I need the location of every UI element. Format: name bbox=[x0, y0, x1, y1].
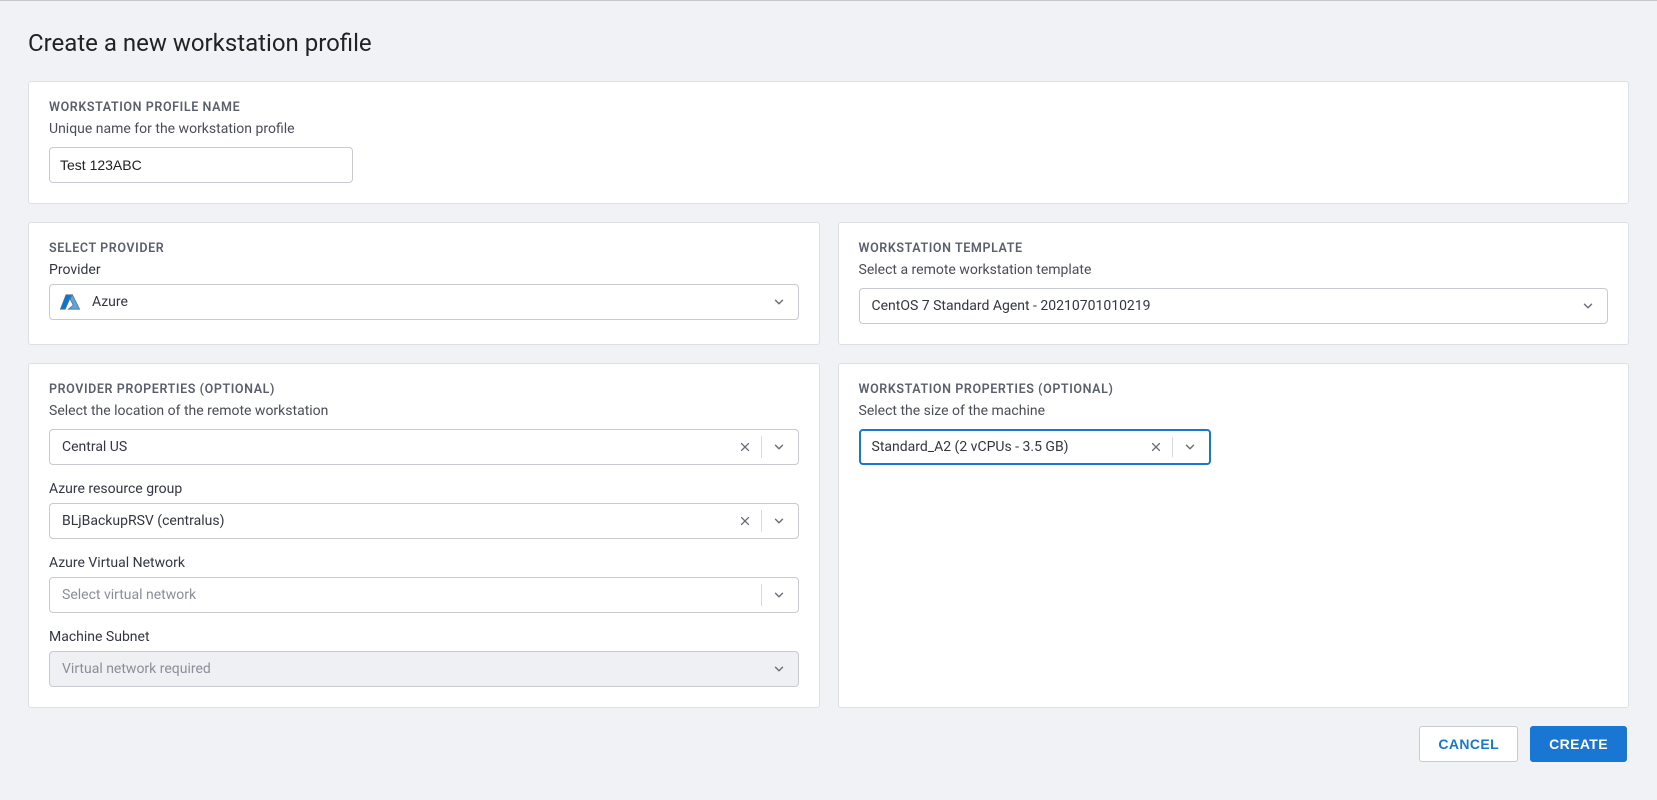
vnet-placeholder: Select virtual network bbox=[62, 587, 196, 603]
workstation-template-card: Workstation Template Select a remote wor… bbox=[838, 222, 1630, 345]
vnet-select[interactable]: Select virtual network bbox=[49, 577, 799, 613]
machine-size-select[interactable]: Standard_A2 (2 vCPUs - 3.5 GB) bbox=[859, 429, 1211, 465]
workstation-properties-section-label: Workstation Properties (optional) bbox=[859, 382, 1609, 397]
location-label: Select the location of the remote workst… bbox=[49, 403, 799, 419]
subnet-placeholder: Virtual network required bbox=[62, 661, 211, 677]
profile-name-section-label: Workstation Profile Name bbox=[49, 100, 1608, 115]
chevron-down-icon bbox=[770, 293, 788, 311]
select-divider bbox=[761, 436, 762, 458]
machine-size-label: Select the size of the machine bbox=[859, 403, 1609, 419]
chevron-down-icon bbox=[1181, 438, 1199, 456]
profile-name-card: Workstation Profile Name Unique name for… bbox=[28, 81, 1629, 204]
select-provider-card: Select Provider Provider Azure bbox=[28, 222, 820, 345]
machine-size-value: Standard_A2 (2 vCPUs - 3.5 GB) bbox=[872, 439, 1069, 455]
chevron-down-icon bbox=[770, 660, 788, 678]
clear-icon[interactable] bbox=[1147, 438, 1165, 456]
profile-name-input[interactable] bbox=[49, 147, 353, 183]
chevron-down-icon bbox=[1579, 297, 1597, 315]
azure-icon bbox=[60, 292, 80, 312]
vnet-label: Azure Virtual Network bbox=[49, 555, 799, 571]
select-provider-section-label: Select Provider bbox=[49, 241, 799, 256]
chevron-down-icon bbox=[770, 512, 788, 530]
resource-group-select[interactable]: BLjBackupRSV (centralus) bbox=[49, 503, 799, 539]
workstation-template-help: Select a remote workstation template bbox=[859, 262, 1609, 278]
clear-icon[interactable] bbox=[736, 512, 754, 530]
provider-selected-value: Azure bbox=[92, 294, 128, 310]
action-bar: Cancel Create bbox=[28, 726, 1629, 772]
provider-properties-section-label: Provider Properties (optional) bbox=[49, 382, 799, 397]
provider-select[interactable]: Azure bbox=[49, 284, 799, 320]
provider-field-label: Provider bbox=[49, 262, 799, 278]
location-select[interactable]: Central US bbox=[49, 429, 799, 465]
select-divider bbox=[761, 584, 762, 606]
workstation-template-section-label: Workstation Template bbox=[859, 241, 1609, 256]
select-divider bbox=[1172, 437, 1173, 457]
page-title: Create a new workstation profile bbox=[28, 29, 1629, 57]
select-divider bbox=[761, 510, 762, 532]
workstation-properties-card: Workstation Properties (optional) Select… bbox=[838, 363, 1630, 708]
subnet-select: Virtual network required bbox=[49, 651, 799, 687]
resource-group-label: Azure resource group bbox=[49, 481, 799, 497]
profile-name-help: Unique name for the workstation profile bbox=[49, 121, 1608, 137]
resource-group-value: BLjBackupRSV (centralus) bbox=[62, 513, 224, 529]
template-select[interactable]: CentOS 7 Standard Agent - 20210701010219 bbox=[859, 288, 1609, 324]
page-container: Create a new workstation profile Worksta… bbox=[0, 1, 1657, 800]
clear-icon[interactable] bbox=[736, 438, 754, 456]
create-button[interactable]: Create bbox=[1530, 726, 1627, 762]
location-value: Central US bbox=[62, 439, 127, 455]
subnet-label: Machine Subnet bbox=[49, 629, 799, 645]
template-selected-value: CentOS 7 Standard Agent - 20210701010219 bbox=[872, 298, 1151, 314]
cancel-button[interactable]: Cancel bbox=[1419, 726, 1518, 762]
chevron-down-icon bbox=[770, 586, 788, 604]
provider-properties-card: Provider Properties (optional) Select th… bbox=[28, 363, 820, 708]
chevron-down-icon bbox=[770, 438, 788, 456]
